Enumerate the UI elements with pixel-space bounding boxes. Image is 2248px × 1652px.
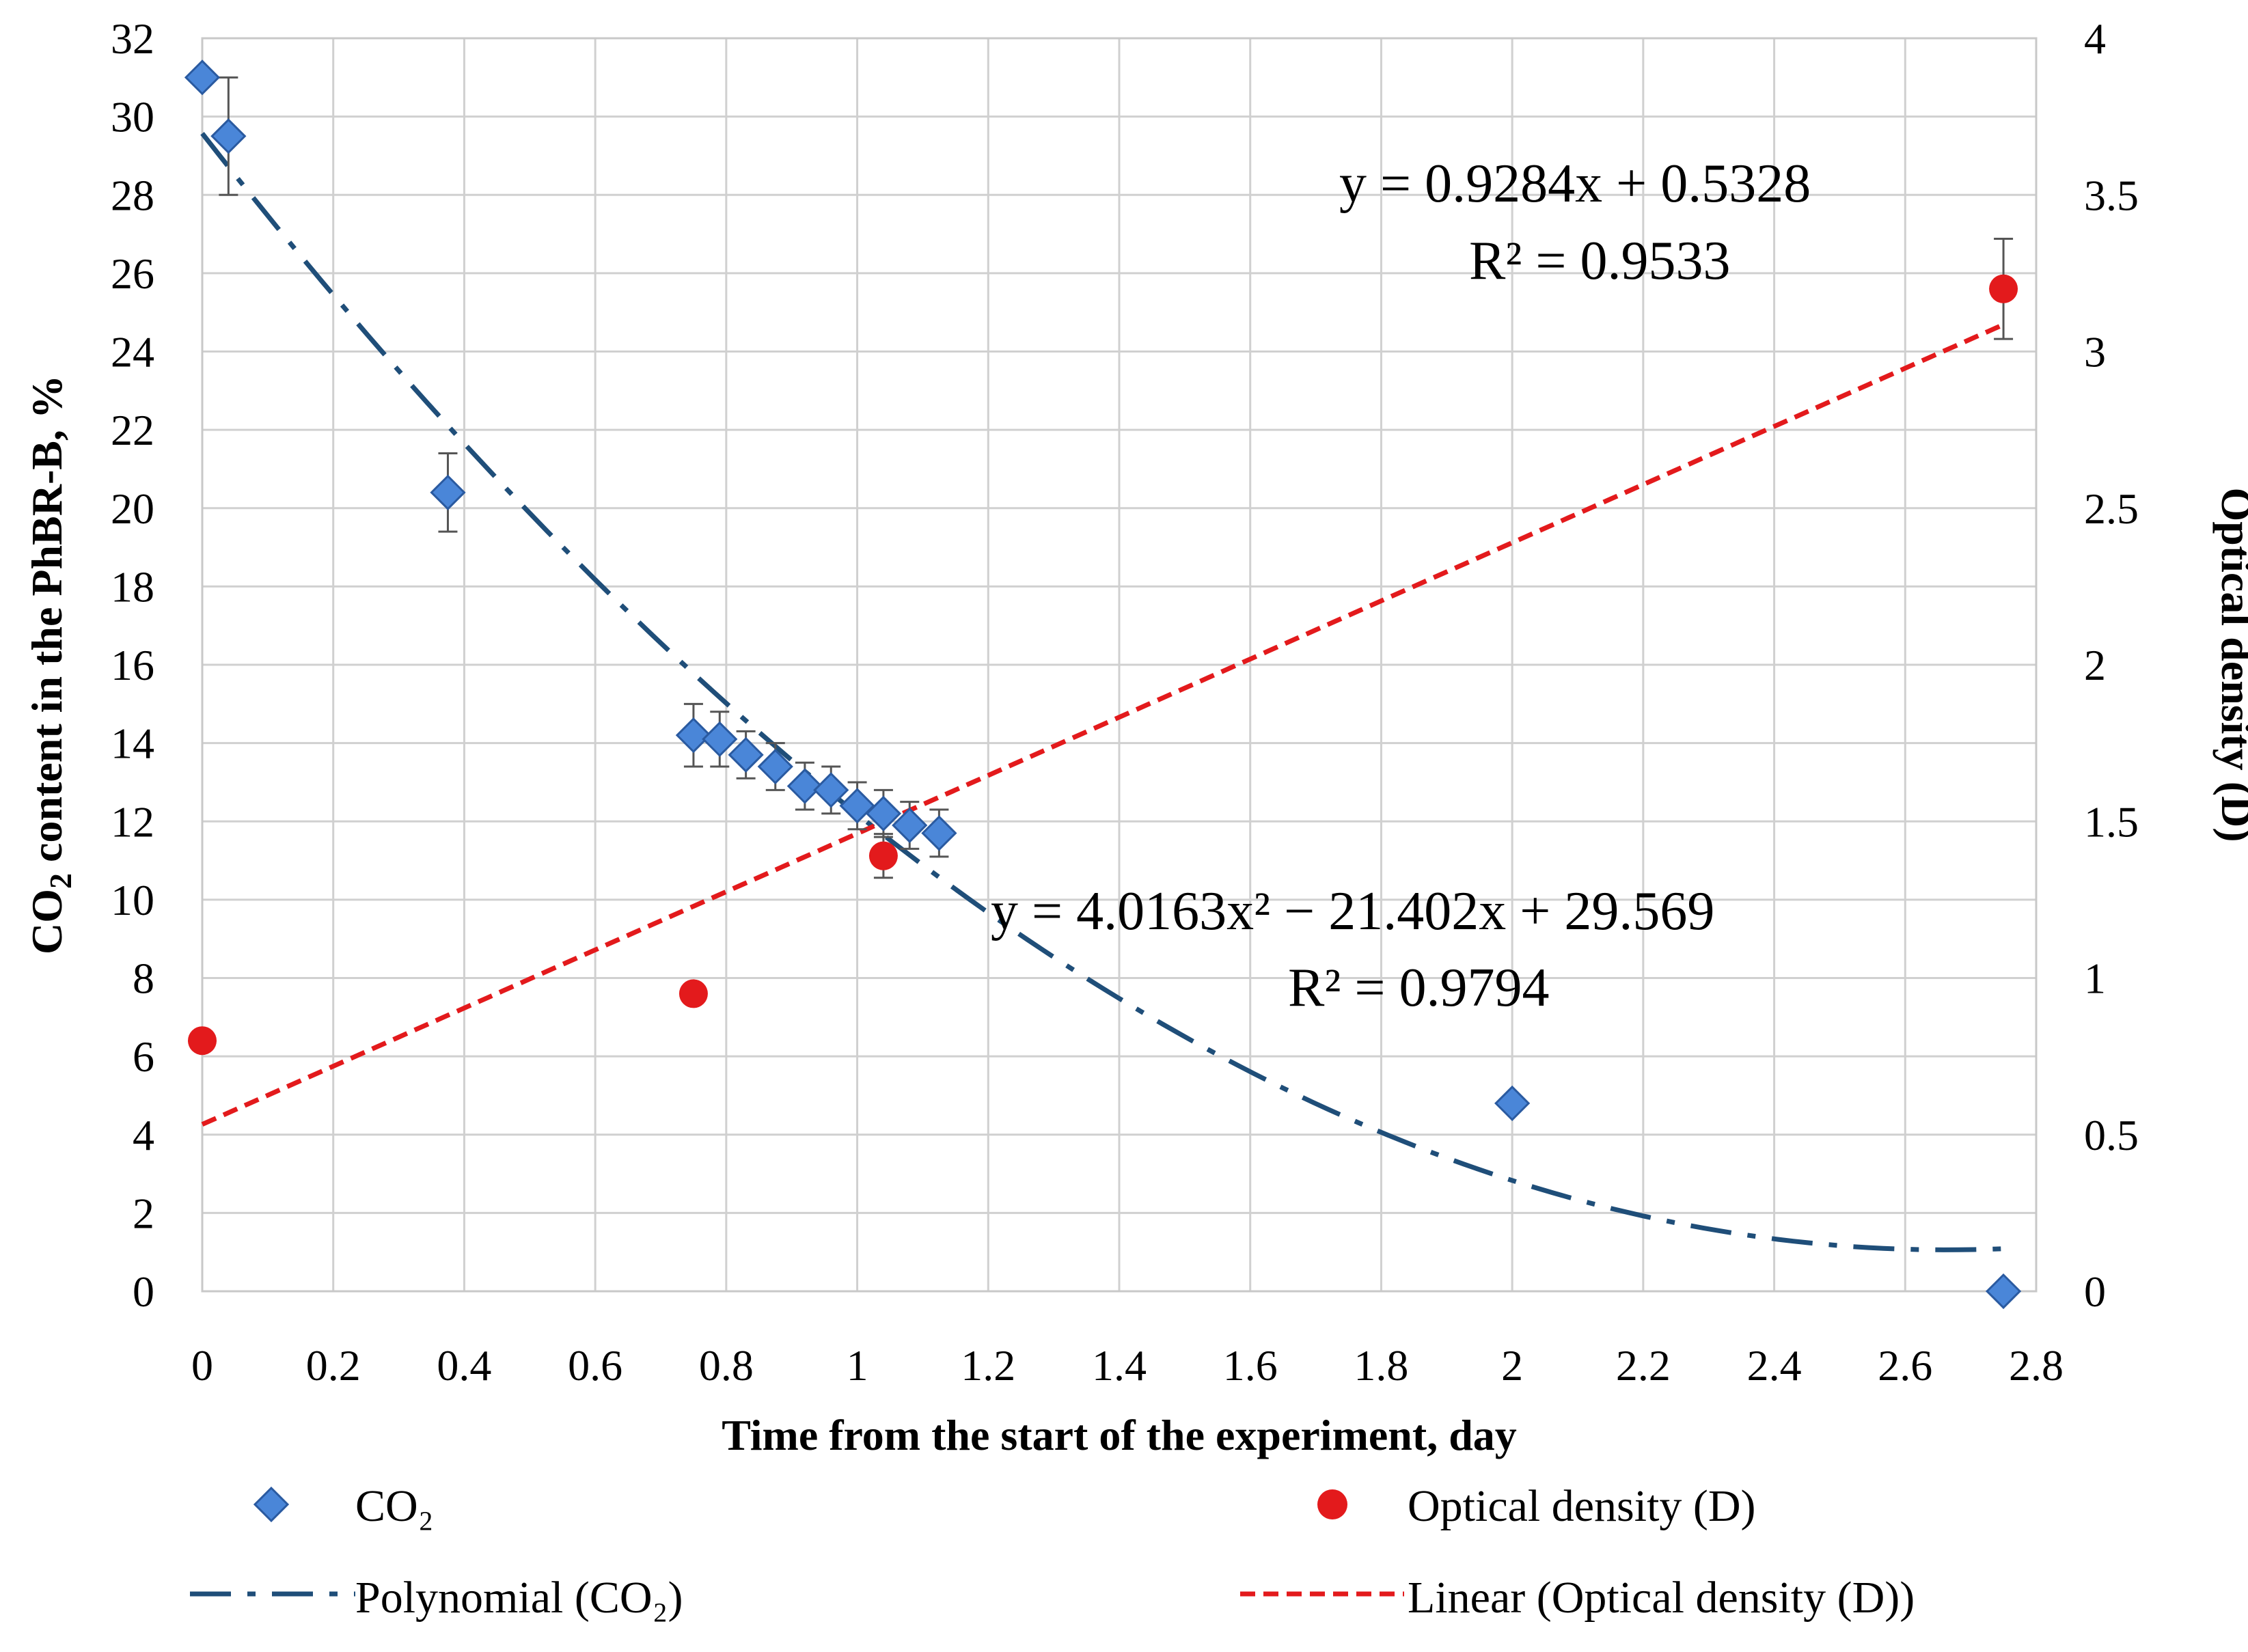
y-left-tick-label: 10 <box>111 876 154 924</box>
y-left-tick-label: 28 <box>111 171 154 219</box>
y-left-tick-label: 18 <box>111 562 154 611</box>
y-right-tick-label: 1 <box>2084 954 2106 1003</box>
co2-point <box>786 768 823 804</box>
y-right-tick-label: 0 <box>2084 1267 2106 1316</box>
legend-od-marker <box>1317 1489 1347 1519</box>
co2-point <box>1985 1273 2022 1310</box>
co2-point <box>184 59 221 96</box>
legend-poly-label: Polynomial (CO₂) <box>355 1573 683 1623</box>
x-tick-label: 0.4 <box>437 1341 491 1390</box>
x-tick-label: 1.8 <box>1354 1341 1408 1390</box>
y-left-tick-label: 26 <box>111 249 154 298</box>
co2-point <box>865 795 902 831</box>
x-tick-label: 0.2 <box>306 1341 361 1390</box>
y-left-axis-title: CO2 content in the PhBR-B, % <box>23 375 78 954</box>
y-right-tick-label: 0.5 <box>2084 1111 2139 1159</box>
y-right-tick-label: 2 <box>2084 641 2106 689</box>
y-left-title-rest: content in the PhBR-B, % <box>23 375 71 873</box>
error-bars <box>219 76 2014 879</box>
y-left-tick-label: 30 <box>111 93 154 141</box>
x-tick-label: 1.2 <box>961 1341 1015 1390</box>
y-left-tick-label: 20 <box>111 484 154 533</box>
y-right-tick-label: 3 <box>2084 328 2106 376</box>
x-tick-label: 2.8 <box>2009 1341 2064 1390</box>
co2-point <box>1494 1085 1531 1122</box>
legend-od-label: Optical density (D) <box>1408 1481 1756 1531</box>
x-tick-label: 2 <box>1501 1341 1523 1390</box>
x-tick-label: 1 <box>847 1341 868 1390</box>
data-markers <box>184 59 2022 1310</box>
x-tick-label: 2.6 <box>1878 1341 1932 1390</box>
co2-point <box>839 788 875 824</box>
co2-point <box>813 772 849 808</box>
x-tick-label: 0.8 <box>699 1341 754 1390</box>
poly-equation-label: y = 4.0163x² − 21.402x + 29.569 <box>991 881 1714 941</box>
optical-density-point <box>188 1026 217 1056</box>
poly-r2-label: R² = 0.9794 <box>1288 958 1549 1018</box>
legend-co2-marker <box>253 1486 290 1523</box>
co2-point <box>921 815 957 851</box>
y-left-tick-label: 32 <box>111 14 154 63</box>
trendlines <box>200 132 2005 1252</box>
linear-equation-label: y = 0.9284x + 0.5328 <box>1339 154 1811 214</box>
optical-density-point <box>1989 274 2018 303</box>
y-left-tick-label: 12 <box>111 797 154 846</box>
x-tick-label: 0 <box>191 1341 213 1390</box>
y-left-title-sub: 2 <box>43 873 78 889</box>
y-left-tick-label: 0 <box>133 1267 154 1316</box>
x-tick-label: 2.2 <box>1616 1341 1671 1390</box>
y-left-tick-label: 14 <box>111 719 154 768</box>
y-right-tick-label: 1.5 <box>2084 797 2139 846</box>
x-tick-label: 1.4 <box>1092 1341 1147 1390</box>
co2-point <box>675 717 712 754</box>
y-left-tick-label: 22 <box>111 406 154 454</box>
optical-density-point <box>868 841 898 870</box>
polynomial-trendline-co2 <box>200 132 2004 1252</box>
linear-r2-label: R² = 0.9533 <box>1469 231 1730 291</box>
grid <box>201 37 2038 1293</box>
legend-co2-label: CO₂ <box>355 1481 434 1531</box>
y-right-axis-ticks: 0 0.5 1 1.5 2 2.5 3 3.5 4 <box>2084 14 2139 1316</box>
co2-point <box>728 736 764 773</box>
x-axis-ticks: 0 0.2 0.4 0.6 0.8 1 1.2 1.4 1.6 1.8 2 2.2 2.4 2.6 2.8 <box>191 1341 2064 1390</box>
co2-point <box>892 807 928 844</box>
x-tick-label: 2.4 <box>1747 1341 1802 1390</box>
y-right-tick-label: 4 <box>2084 14 2106 63</box>
linear-trendline-od <box>201 322 2005 1127</box>
legend-linear-label: Linear (Optical density (D)) <box>1408 1573 1915 1623</box>
y-right-tick-label: 3.5 <box>2084 171 2139 219</box>
x-axis-title: Time from the start of the experiment, d… <box>722 1411 1517 1459</box>
optical-density-point <box>678 979 708 1008</box>
co2-point <box>757 748 793 785</box>
y-right-tick-label: 2.5 <box>2084 484 2139 533</box>
x-tick-label: 1.6 <box>1223 1341 1278 1390</box>
y-left-tick-label: 4 <box>133 1111 154 1159</box>
legend: CO₂ Optical density (D) Polynomial (CO₂)… <box>190 1481 1915 1623</box>
y-left-title-main: CO <box>23 889 71 954</box>
y-left-tick-label: 24 <box>111 328 154 376</box>
y-left-tick-label: 2 <box>133 1189 154 1237</box>
plot-area-border <box>201 37 2038 1293</box>
y-left-tick-label: 6 <box>133 1032 154 1081</box>
co2-point <box>430 474 466 510</box>
x-tick-label: 0.6 <box>568 1341 622 1390</box>
co2-point <box>702 721 738 758</box>
y-left-tick-label: 16 <box>111 641 154 689</box>
y-left-tick-label: 8 <box>133 954 154 1003</box>
y-right-axis-title: Optical density (D) <box>2212 487 2248 842</box>
co2-point <box>210 118 247 154</box>
